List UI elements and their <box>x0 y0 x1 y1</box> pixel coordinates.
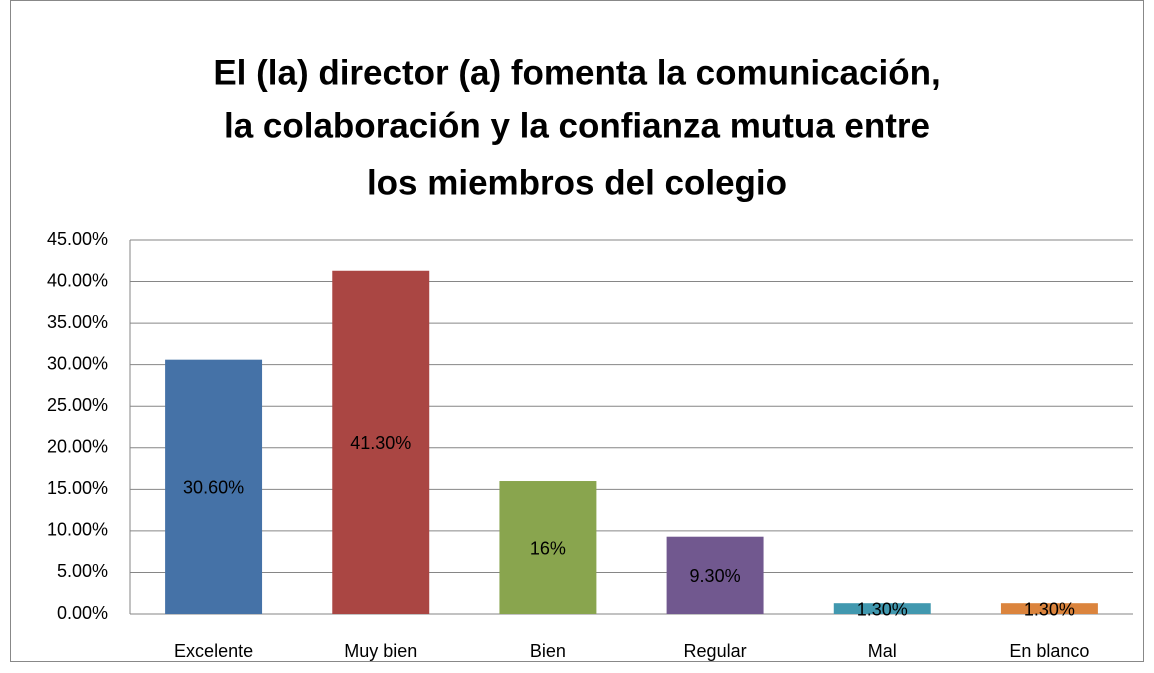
x-tick-label: En blanco <box>1009 641 1089 661</box>
x-tick-label: Excelente <box>174 641 253 661</box>
y-tick-label: 20.00% <box>47 437 108 457</box>
data-label: 16% <box>530 538 566 558</box>
chart-title: la colaboración y la confianza mutua ent… <box>224 106 930 145</box>
chart-title: El (la) director (a) fomenta la comunica… <box>213 53 940 92</box>
data-label: 1.30% <box>1024 599 1075 619</box>
x-tick-label: Mal <box>868 641 897 661</box>
bar <box>666 536 764 614</box>
y-tick-label: 0.00% <box>57 603 108 623</box>
x-tick-label: Muy bien <box>344 641 417 661</box>
y-tick-label: 45.00% <box>47 229 108 249</box>
y-tick-label: 25.00% <box>47 395 108 415</box>
y-tick-label: 30.00% <box>47 353 108 373</box>
bar <box>1000 603 1098 614</box>
data-label: 41.30% <box>350 433 411 453</box>
bar <box>165 359 263 614</box>
data-label: 30.60% <box>183 478 244 498</box>
y-tick-label: 10.00% <box>47 520 108 540</box>
bar <box>332 270 430 614</box>
bar <box>499 481 597 614</box>
x-tick-label: Regular <box>684 641 747 661</box>
chart-title: los miembros del colegio <box>367 163 787 202</box>
bar <box>833 603 931 614</box>
x-tick-label: Bien <box>530 641 566 661</box>
y-tick-label: 40.00% <box>47 270 108 290</box>
data-label: 1.30% <box>857 599 908 619</box>
y-tick-label: 15.00% <box>47 478 108 498</box>
y-tick-label: 5.00% <box>57 561 108 581</box>
data-label: 9.30% <box>690 566 741 586</box>
y-tick-label: 35.00% <box>47 312 108 332</box>
